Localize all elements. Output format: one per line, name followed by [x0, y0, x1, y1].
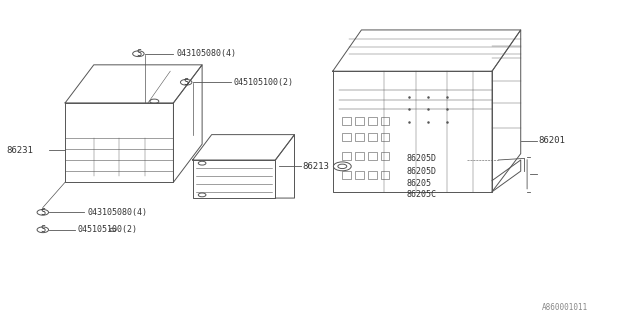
Bar [368, 117, 377, 125]
Text: S: S [136, 49, 141, 58]
Text: 043105080(4): 043105080(4) [177, 49, 237, 58]
Bar [368, 152, 377, 160]
Bar [355, 152, 364, 160]
Bar [342, 152, 351, 160]
Text: S: S [184, 78, 189, 87]
Text: 86205C: 86205C [406, 190, 436, 199]
Text: S: S [40, 208, 45, 217]
Text: 045105100(2): 045105100(2) [78, 225, 138, 234]
Bar [355, 133, 364, 141]
Bar [368, 133, 377, 141]
Bar [381, 152, 390, 160]
Text: S: S [40, 225, 45, 234]
Bar [355, 117, 364, 125]
Bar [381, 117, 390, 125]
Text: 86205D: 86205D [406, 167, 436, 176]
Text: 043105080(4): 043105080(4) [88, 208, 147, 217]
Text: 86213: 86213 [302, 162, 329, 171]
Text: 86205D: 86205D [406, 154, 436, 163]
Bar [342, 117, 351, 125]
Text: 86231: 86231 [6, 146, 33, 155]
Bar [355, 171, 364, 179]
Text: 045105100(2): 045105100(2) [234, 78, 294, 87]
Bar [368, 171, 377, 179]
Text: A860001011: A860001011 [541, 303, 588, 312]
Bar [381, 171, 390, 179]
Bar [342, 133, 351, 141]
Text: 86201: 86201 [538, 136, 565, 146]
Bar [381, 133, 390, 141]
Bar [342, 171, 351, 179]
Text: 86205: 86205 [406, 179, 431, 188]
